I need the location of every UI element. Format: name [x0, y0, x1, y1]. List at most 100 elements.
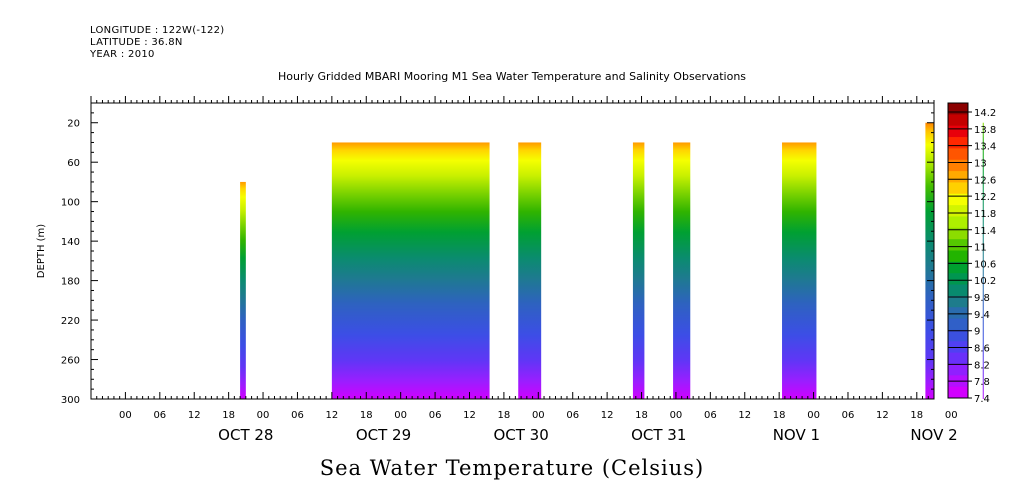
- data-segment-6: [782, 142, 817, 399]
- colorbar-swatch: [948, 125, 968, 138]
- y-tick-label: 100: [61, 198, 80, 209]
- colorbar-tick-label: 8.2: [974, 360, 990, 371]
- x-day-label: OCT 30: [493, 426, 548, 444]
- y-tick-label: 260: [61, 356, 80, 367]
- x-day-label: OCT 29: [356, 426, 411, 444]
- colorbar-tick-label: 13: [974, 158, 987, 169]
- colorbar-tick-label: 10.2: [974, 276, 996, 287]
- data-segment-2: [331, 142, 490, 399]
- y-tick-label: 300: [61, 395, 80, 406]
- colorbar-swatch: [948, 114, 968, 127]
- x-tick-label: 06: [291, 410, 304, 421]
- colorbar-swatch: [948, 216, 968, 229]
- x-tick-label: 12: [188, 410, 201, 421]
- x-tick-label: 18: [635, 410, 648, 421]
- colorbar-tick-label: 14.2: [974, 108, 996, 119]
- colorbar-title: Sea Water Temperature (Celsius): [320, 456, 705, 480]
- y-tick-label: 140: [61, 237, 80, 248]
- x-day-label: NOV 1: [773, 426, 820, 444]
- y-axis-label: DEPTH (m): [36, 224, 47, 278]
- x-tick-label: 18: [222, 410, 235, 421]
- data-segment-7: [925, 122, 934, 399]
- y-tick-label: 220: [61, 316, 80, 327]
- colorbar-swatch: [948, 307, 968, 320]
- x-tick-label: 12: [325, 410, 338, 421]
- x-day-label: NOV 2: [910, 426, 957, 444]
- x-tick-label: 00: [394, 410, 407, 421]
- colorbar-tick-label: 13.8: [974, 125, 996, 136]
- colorbar-tick-label: 11.4: [974, 226, 996, 237]
- colorbar-swatch: [948, 171, 968, 183]
- colorbar-tick-label: 7.4: [974, 394, 990, 405]
- x-tick-label: 00: [807, 410, 820, 421]
- colorbar-tick-label: 11: [974, 243, 987, 254]
- colorbar-swatch: [948, 273, 968, 286]
- data-segment-8: [982, 122, 984, 399]
- x-tick-label: 00: [945, 410, 958, 421]
- x-tick-label: 12: [876, 410, 889, 421]
- colorbar-swatch: [948, 318, 968, 331]
- longitude-label: LONGITUDE : 122W(-122): [90, 25, 225, 36]
- colorbar-tick-label: 9.4: [974, 310, 990, 321]
- x-tick-label: 06: [153, 410, 166, 421]
- x-day-label: OCT 31: [631, 426, 686, 444]
- data-segment-5: [673, 142, 691, 399]
- x-tick-label: 06: [429, 410, 442, 421]
- colorbar-tick-label: 12.2: [974, 192, 996, 203]
- x-tick-label: 06: [704, 410, 717, 421]
- x-axis: 00 06 12 18 00 06 12 18 00 06 12 18 00 06 12 18 00 06 12 18…: [90, 96, 958, 444]
- colorbar-swatch: [948, 137, 968, 149]
- x-day-label: OCT 28: [218, 426, 273, 444]
- colorbar-swatch: [948, 284, 968, 297]
- colorbar-tick-label: 8.6: [974, 344, 990, 355]
- colorbar-swatch: [948, 148, 968, 161]
- colorbar-swatch: [948, 103, 968, 115]
- colorbar-tick-label: 13.4: [974, 142, 996, 153]
- latitude-label: LATITUDE : 36.8N: [90, 37, 183, 48]
- y-tick-label: 60: [67, 158, 80, 169]
- data-segment-3: [518, 142, 542, 399]
- colorbar: 14.2 13.8 13.4 13 12.6 12.2 11.8 11.4 11 10.6 10.2…: [947, 102, 996, 405]
- year-label: YEAR : 2010: [90, 49, 155, 60]
- colorbar-tick-label: 10.6: [974, 259, 996, 270]
- chart-title: Hourly Gridded MBARI Mooring M1 Sea Wate…: [278, 70, 746, 83]
- colorbar-tick-label: 9: [974, 327, 980, 338]
- y-tick-label: 20: [67, 119, 80, 130]
- colorbar-tick-label: 11.8: [974, 209, 996, 220]
- x-tick-label: 00: [119, 410, 132, 421]
- y-tick-label: 180: [61, 277, 80, 288]
- colorbar-swatch: [948, 227, 968, 240]
- data-segment-1: [240, 181, 246, 399]
- colorbar-swatch: [948, 193, 968, 206]
- x-tick-label: 18: [910, 410, 923, 421]
- colorbar-swatch: [948, 261, 968, 274]
- colorbar-swatch: [948, 239, 968, 251]
- x-tick-label: 00: [257, 410, 270, 421]
- data-segment-4: [632, 142, 645, 399]
- x-tick-label: 06: [842, 410, 855, 421]
- y-axis: 20 60 100 140 180 220 260 300: [61, 102, 934, 406]
- x-tick-label: 18: [360, 410, 373, 421]
- colorbar-tick-label: 7.8: [974, 377, 990, 388]
- x-tick-label: 06: [566, 410, 579, 421]
- x-tick-label: 18: [498, 410, 511, 421]
- x-tick-label: 18: [773, 410, 786, 421]
- colorbar-swatch: [948, 159, 968, 172]
- colorbar-swatch: [948, 363, 968, 376]
- colorbar-swatch: [948, 352, 968, 365]
- data-segments: [240, 122, 984, 399]
- colorbar-swatch: [948, 329, 968, 342]
- colorbar-swatch: [948, 386, 968, 399]
- colorbar-swatch: [948, 295, 968, 308]
- colorbar-swatch: [948, 182, 968, 195]
- colorbar-swatch: [948, 205, 968, 217]
- colorbar-tick-label: 12.6: [974, 175, 996, 186]
- x-tick-label: 12: [601, 410, 614, 421]
- x-tick-label: 12: [463, 410, 476, 421]
- colorbar-swatch: [948, 250, 968, 263]
- x-tick-label: 00: [670, 410, 683, 421]
- colorbar-tick-label: 9.8: [974, 293, 990, 304]
- x-tick-label: 00: [532, 410, 545, 421]
- x-tick-label: 12: [738, 410, 751, 421]
